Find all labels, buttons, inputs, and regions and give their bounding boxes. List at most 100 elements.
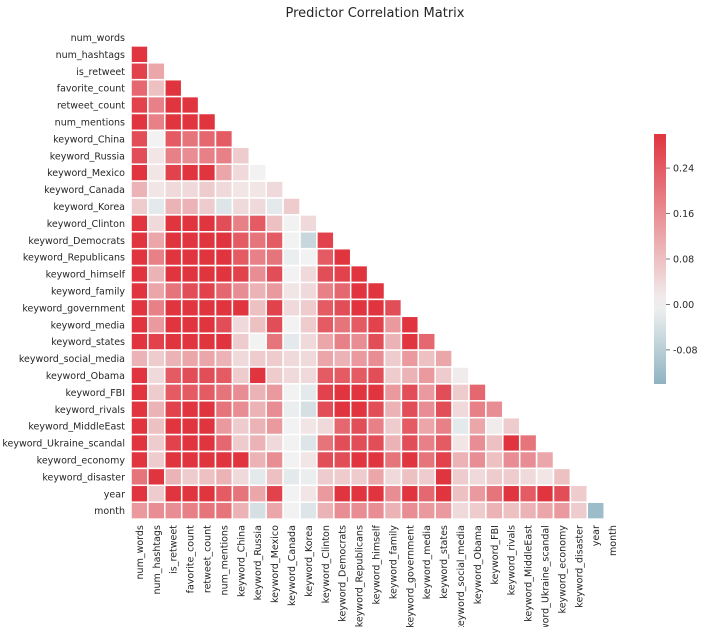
heatmap-cell xyxy=(147,467,166,487)
heatmap-cell xyxy=(130,214,149,233)
heatmap-cell xyxy=(231,247,251,267)
heatmap-cell xyxy=(130,112,149,132)
heatmap-cell xyxy=(147,484,166,503)
heatmap-cell xyxy=(417,416,436,436)
heatmap-cell xyxy=(130,315,149,334)
heatmap-cell xyxy=(180,366,200,385)
heatmap-cell xyxy=(197,400,217,419)
heatmap-cell xyxy=(383,433,403,453)
heatmap-cell xyxy=(265,450,284,470)
heatmap-cell xyxy=(468,467,487,487)
heatmap-cell xyxy=(316,231,335,250)
heatmap-cell xyxy=(333,416,352,436)
heatmap-cell xyxy=(468,484,487,503)
heatmap-cell xyxy=(180,247,200,267)
y-tick-label: keyword_Obama xyxy=(46,371,125,382)
heatmap-cell xyxy=(417,501,436,520)
heatmap-cell xyxy=(130,366,149,385)
heatmap-cell xyxy=(316,400,335,419)
x-tick-label: keyword_family xyxy=(388,525,399,599)
heatmap-cell xyxy=(282,281,301,301)
heatmap-cell xyxy=(180,197,200,216)
heatmap-cell xyxy=(349,400,369,419)
x-tick-label: year xyxy=(591,525,602,546)
heatmap-cell xyxy=(214,433,234,453)
heatmap-cell xyxy=(282,315,301,334)
heatmap-cell xyxy=(417,349,436,368)
heatmap-cell xyxy=(180,129,200,149)
heatmap-cell xyxy=(197,298,217,318)
heatmap-cell xyxy=(197,467,217,487)
heatmap-cell xyxy=(214,214,234,233)
heatmap-cell xyxy=(214,383,234,402)
heatmap-cell xyxy=(147,180,166,199)
heatmap-cell xyxy=(265,501,284,520)
heatmap-cells xyxy=(130,45,605,520)
heatmap-cell xyxy=(316,349,335,368)
heatmap-cell xyxy=(518,467,538,487)
heatmap-cell xyxy=(164,180,183,199)
heatmap-cell xyxy=(434,450,453,470)
heatmap-cell xyxy=(147,450,166,470)
heatmap-cell xyxy=(366,400,386,419)
heatmap-cell xyxy=(248,349,267,368)
heatmap-cell xyxy=(535,484,555,503)
heatmap-cell xyxy=(214,332,234,351)
heatmap-cell xyxy=(130,180,149,199)
heatmap-cell xyxy=(383,484,403,503)
heatmap-cell xyxy=(197,450,217,470)
heatmap-cell xyxy=(147,197,166,216)
heatmap-cell xyxy=(197,484,217,503)
heatmap-cell xyxy=(316,416,335,436)
y-tick-label: keyword_government xyxy=(22,303,125,314)
heatmap-cell xyxy=(299,298,318,318)
heatmap-cell xyxy=(197,281,217,301)
heatmap-cell xyxy=(248,197,267,216)
heatmap-cell xyxy=(248,332,267,351)
heatmap-cell xyxy=(248,214,267,233)
y-tick-label: keyword_social_media xyxy=(19,354,125,365)
heatmap-cell xyxy=(434,400,453,419)
x-tick-label: retweet_count xyxy=(203,525,214,593)
heatmap-cell xyxy=(400,366,420,385)
heatmap-cell xyxy=(434,383,453,402)
y-tick-label: keyword_states xyxy=(51,337,125,348)
heatmap-cell xyxy=(333,450,352,470)
heatmap-cell xyxy=(468,416,487,436)
heatmap-cell xyxy=(265,383,284,402)
heatmap-cell xyxy=(231,400,251,419)
x-tick-label: keyword_Canada xyxy=(287,525,298,606)
x-tick-label: keyword_media xyxy=(422,525,433,599)
heatmap-cell xyxy=(333,366,352,385)
heatmap-cell xyxy=(164,112,183,132)
y-tick-label: keyword_Clinton xyxy=(47,219,125,230)
heatmap-cell xyxy=(231,332,251,351)
heatmap-cell xyxy=(147,400,166,419)
x-tick-label: keyword_MiddleEast xyxy=(524,525,535,622)
heatmap-cell xyxy=(434,416,453,436)
heatmap-cell xyxy=(265,400,284,419)
heatmap-cell xyxy=(333,315,352,334)
heatmap-cell xyxy=(214,467,234,487)
heatmap-cell xyxy=(502,416,521,436)
heatmap-cell xyxy=(248,400,267,419)
heatmap-cell xyxy=(316,366,335,385)
heatmap-cell xyxy=(265,332,284,351)
heatmap-cell xyxy=(214,146,234,165)
heatmap-cell xyxy=(130,264,149,284)
heatmap-cell xyxy=(316,433,335,453)
heatmap-cell xyxy=(147,366,166,385)
heatmap-cell xyxy=(147,129,166,149)
heatmap-cell xyxy=(333,332,352,351)
heatmap-cell xyxy=(333,400,352,419)
heatmap-cell xyxy=(180,231,200,250)
y-tick-label: keyword_Canada xyxy=(44,185,125,196)
heatmap-cell xyxy=(383,467,403,487)
heatmap-cell xyxy=(282,264,301,284)
heatmap-cell xyxy=(299,281,318,301)
heatmap-cell xyxy=(282,450,301,470)
heatmap-cell xyxy=(400,332,420,351)
x-tick-label: keyword_rivals xyxy=(507,525,518,595)
x-tick-label: favorite_count xyxy=(186,525,197,594)
